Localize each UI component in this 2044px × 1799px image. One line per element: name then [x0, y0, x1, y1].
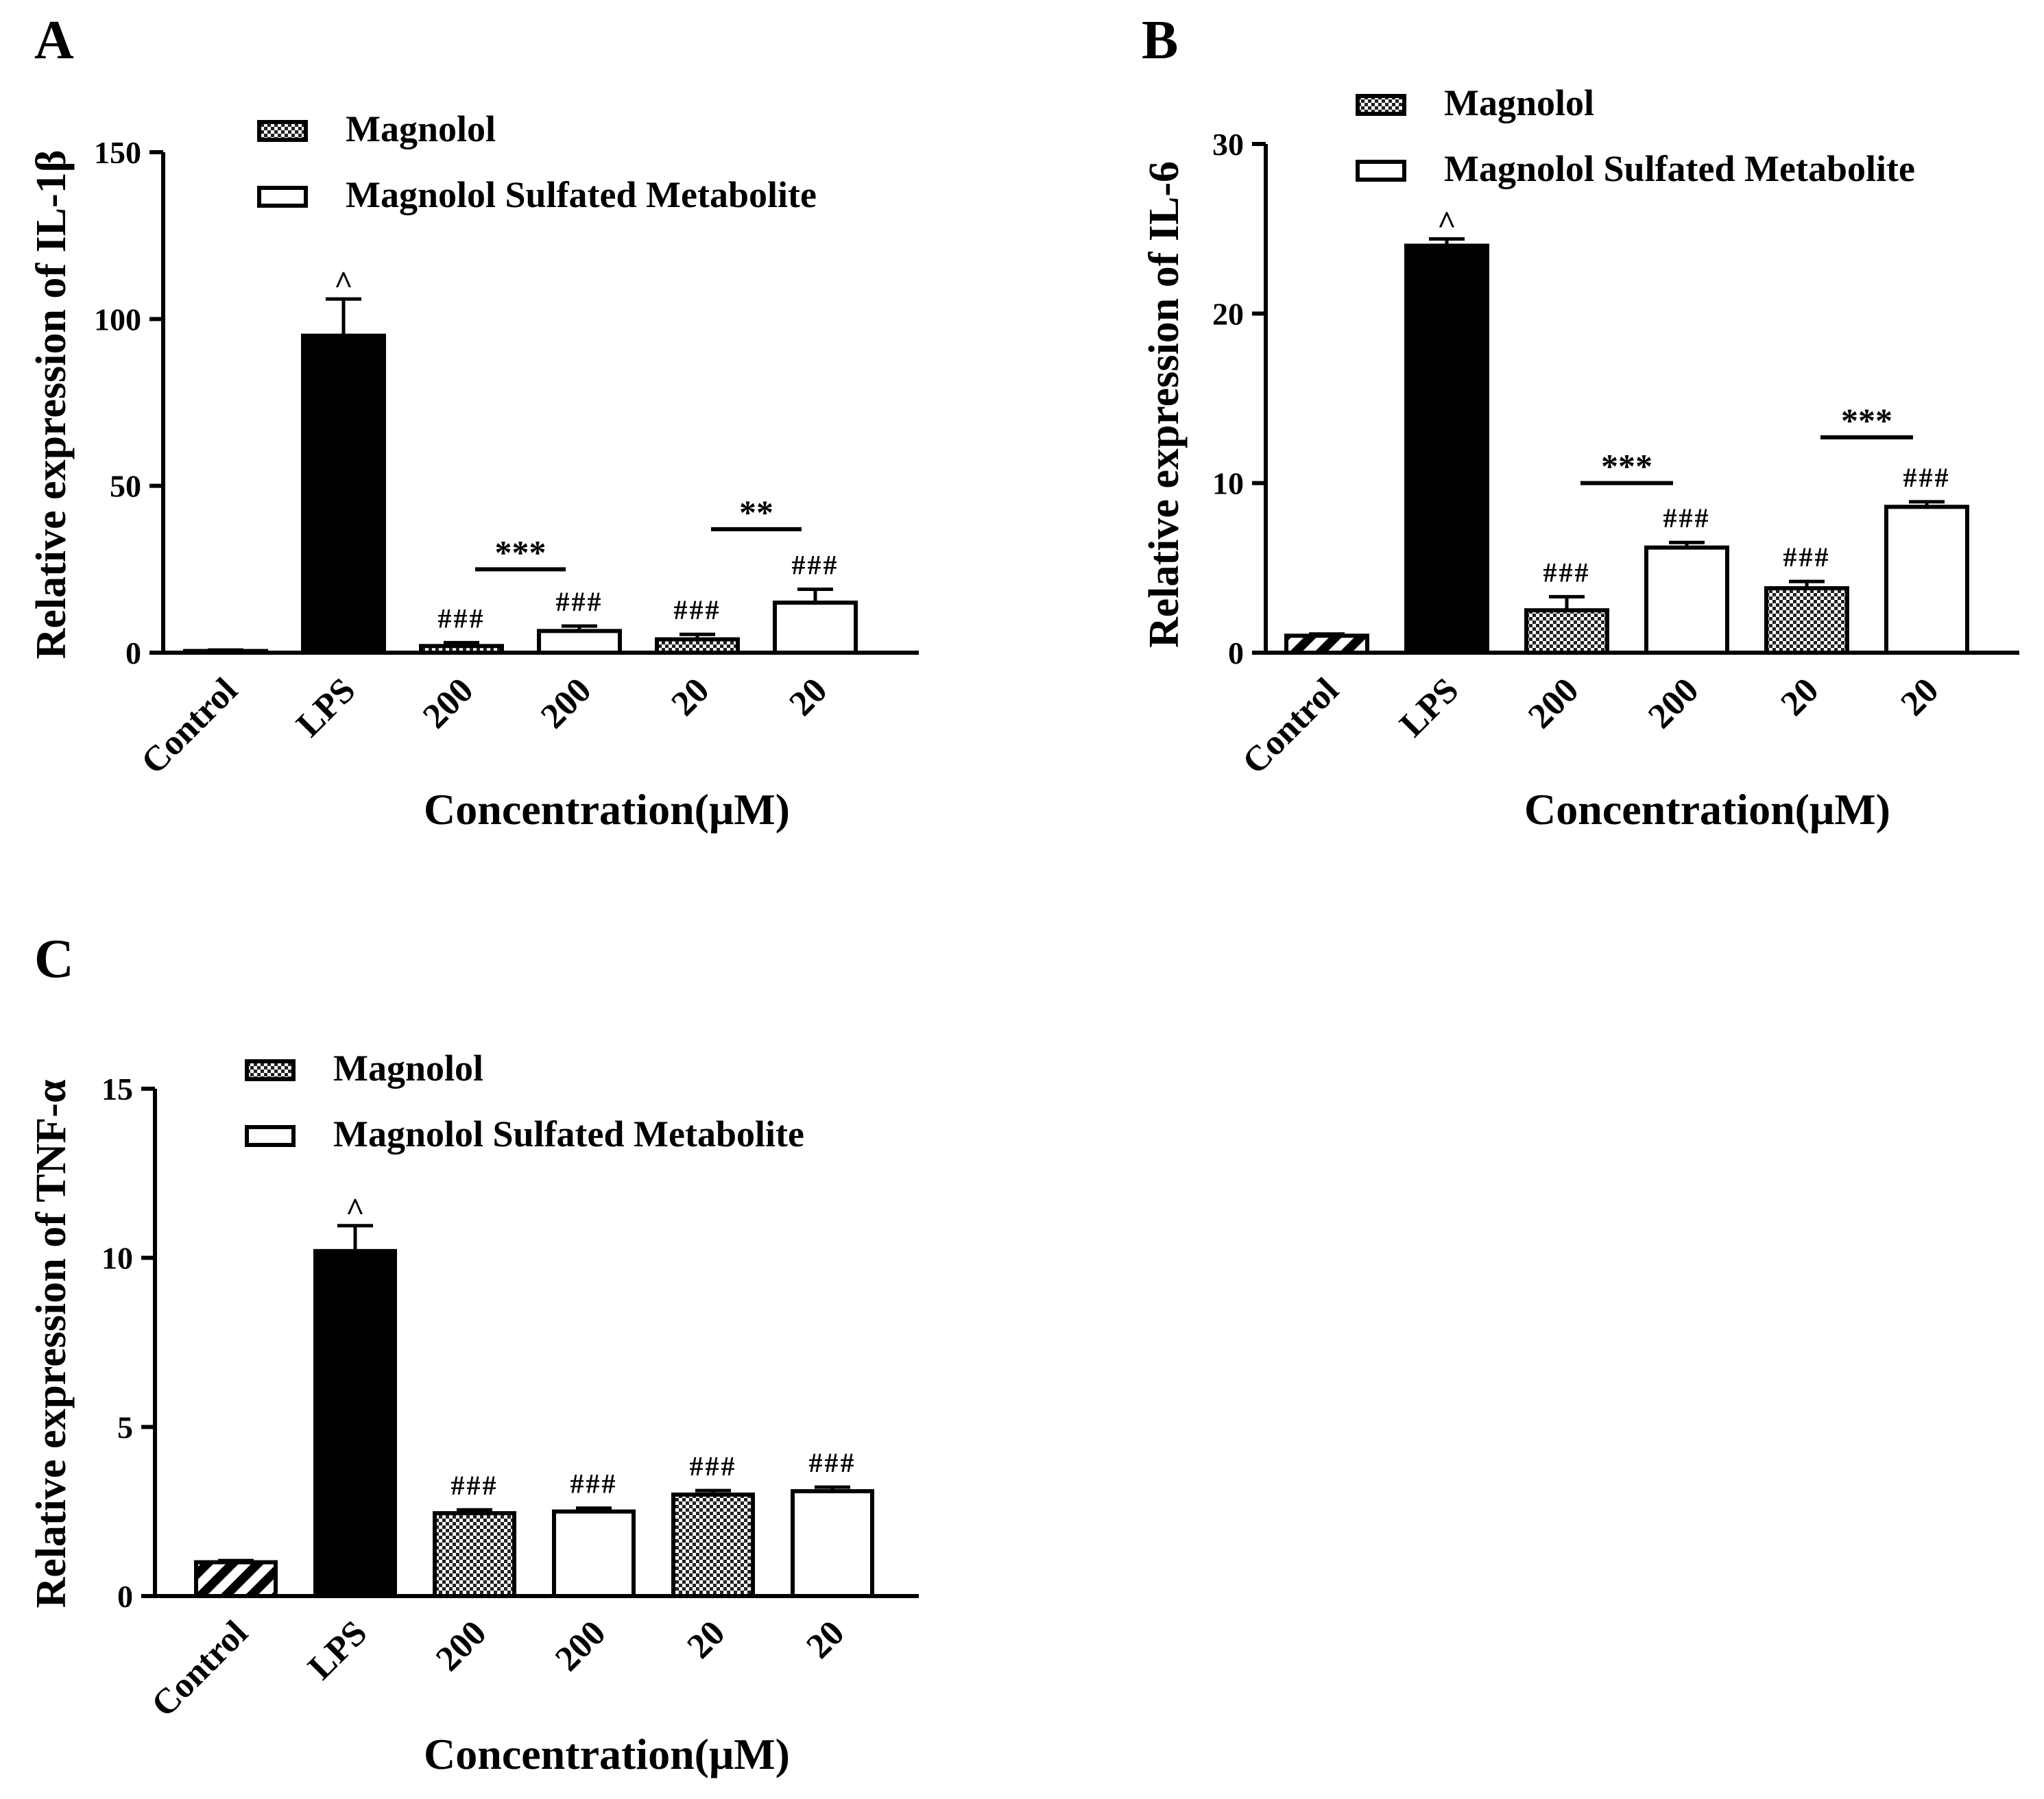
legend-label: Magnolol — [333, 1048, 483, 1089]
y-tick-label: 150 — [94, 135, 141, 170]
bar-annotation: ### — [1663, 503, 1711, 533]
legend-swatch — [1356, 160, 1406, 182]
significance-label: *** — [1841, 401, 1892, 439]
bar — [1404, 243, 1489, 655]
significance-label: *** — [1601, 447, 1652, 485]
bar — [1284, 633, 1369, 655]
bar — [655, 637, 740, 655]
chart-panel-a: A 0 50 100 150 Relative expression of IL-1β Co… — [28, 10, 919, 834]
chart-panel-b: B 0 10 20 30 Relative expression of IL-6 Contr… — [1141, 10, 2019, 834]
x-tick-label: LPS — [289, 671, 363, 745]
bar — [537, 629, 622, 655]
bar — [1764, 586, 1849, 655]
legend-label: Magnolol Sulfated Metabolite — [346, 174, 817, 215]
y-tick-label: 100 — [94, 302, 141, 337]
bar — [773, 601, 858, 655]
bar — [1644, 545, 1729, 655]
x-tick-label: 20 — [664, 671, 717, 723]
bar — [433, 1511, 516, 1598]
y-tick-label: 15 — [101, 1072, 133, 1107]
bar-annotation: ### — [438, 603, 485, 633]
x-tick-label: 20 — [680, 1613, 732, 1666]
x-tick-label: Control — [134, 671, 245, 782]
bar — [1884, 505, 1969, 655]
x-tick-label: 20 — [1893, 671, 1946, 723]
legend-label: Magnolol Sulfated Metabolite — [333, 1113, 804, 1155]
bar — [419, 644, 504, 655]
bar — [194, 1560, 278, 1599]
bar-annotation: ^ — [346, 1192, 365, 1228]
bar-annotation: ### — [1903, 462, 1951, 493]
x-tick-label: 200 — [1521, 671, 1586, 736]
y-tick-label: 50 — [110, 469, 141, 504]
x-tick-label: 200 — [416, 671, 481, 736]
bar-annotation: ### — [1543, 557, 1591, 588]
y-tick-label: 0 — [1228, 636, 1244, 671]
bar — [183, 649, 268, 655]
y-tick-label: 30 — [1212, 127, 1244, 162]
panel-label: B — [1142, 10, 1178, 71]
bar-annotation: ### — [690, 1451, 737, 1482]
significance-label: *** — [495, 533, 546, 571]
bar-annotation: ### — [570, 1469, 618, 1499]
significance-label: ** — [739, 493, 773, 531]
bar — [1524, 608, 1609, 655]
bar-annotation: ### — [451, 1470, 498, 1501]
bar — [313, 1248, 397, 1599]
bar-annotation: ^ — [334, 265, 353, 301]
x-tick-label: LPS — [301, 1613, 375, 1687]
x-tick-label: LPS — [1393, 671, 1467, 745]
panel-label: C — [34, 929, 74, 989]
y-axis-title: Relative expression of IL-6 — [1141, 161, 1188, 648]
y-tick-label: 0 — [125, 636, 141, 671]
x-tick-label: 20 — [782, 671, 834, 723]
y-tick-label: 10 — [1212, 466, 1244, 501]
y-axis-title: Relative expression of TNF-α — [28, 1079, 75, 1608]
panel-label: A — [34, 10, 74, 71]
x-tick-label: 200 — [429, 1613, 494, 1678]
bar — [301, 333, 386, 655]
y-tick-label: 0 — [117, 1579, 133, 1614]
x-tick-label: Control — [144, 1613, 255, 1724]
bar-annotation: ### — [792, 550, 839, 581]
chart-panel-c: C 0 5 10 15 Relative expression of TNF-α Contr… — [28, 929, 919, 1778]
bar-annotation: ### — [556, 586, 603, 617]
legend-label: Magnolol — [346, 108, 496, 149]
legend-label: Magnolol Sulfated Metabolite — [1444, 148, 1915, 189]
bar — [791, 1489, 874, 1598]
legend-swatch — [1356, 94, 1406, 116]
bar — [671, 1493, 755, 1598]
y-tick-label: 5 — [117, 1410, 133, 1445]
x-tick-label: Control — [1235, 671, 1346, 782]
x-axis-title: Concentration(μM) — [1524, 785, 1890, 834]
x-tick-label: 200 — [548, 1613, 613, 1678]
y-tick-label: 20 — [1212, 296, 1244, 331]
bar — [552, 1509, 636, 1599]
x-axis-title: Concentration(μM) — [424, 1730, 790, 1778]
legend-swatch — [257, 120, 308, 142]
x-axis-title: Concentration(μM) — [424, 785, 790, 834]
bar-annotation: ### — [674, 594, 721, 625]
bar-annotation: ^ — [1437, 205, 1456, 241]
bar-annotation: ### — [1783, 542, 1831, 572]
legend-swatch — [257, 186, 308, 208]
x-tick-label: 20 — [799, 1613, 852, 1666]
legend-label: Magnolol — [1444, 82, 1594, 123]
y-axis-title: Relative expression of IL-1β — [28, 150, 75, 660]
x-tick-label: 20 — [1773, 671, 1826, 723]
x-tick-label: 200 — [533, 671, 599, 736]
legend-swatch — [245, 1125, 296, 1147]
y-tick-label: 10 — [101, 1241, 133, 1276]
x-tick-label: 200 — [1641, 671, 1706, 736]
legend-swatch — [245, 1059, 296, 1081]
bar-annotation: ### — [809, 1447, 856, 1478]
